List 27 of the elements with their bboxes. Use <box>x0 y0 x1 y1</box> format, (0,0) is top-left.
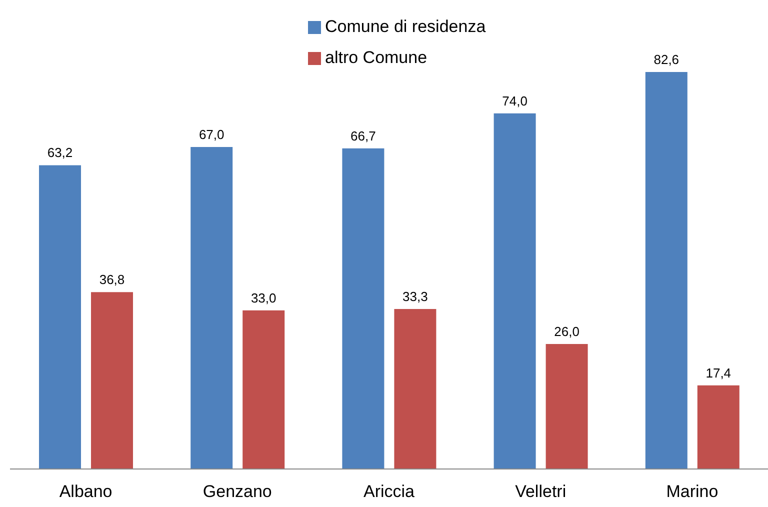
bar <box>494 113 536 469</box>
bar <box>39 165 81 469</box>
data-label: 33,3 <box>402 288 428 304</box>
data-label: 67,0 <box>198 126 224 142</box>
legend-label: altro Comune <box>325 48 428 67</box>
bar <box>645 72 688 469</box>
x-tick-label: Velletri <box>515 482 566 502</box>
bar <box>91 292 133 469</box>
data-label: 82,6 <box>654 52 680 67</box>
bar <box>242 310 285 469</box>
data-label: 33,0 <box>250 290 276 306</box>
x-tick-label: Marino <box>666 482 718 502</box>
data-label: 17,4 <box>706 365 732 380</box>
data-label: 66,7 <box>350 128 376 144</box>
data-label: 74,0 <box>502 93 528 108</box>
legend-label: Comune di residenza <box>325 17 486 36</box>
bar <box>546 344 588 469</box>
data-label: 36,8 <box>99 272 125 288</box>
data-label: 63,2 <box>47 145 73 160</box>
bar <box>697 385 740 469</box>
data-label: 26,0 <box>554 324 580 340</box>
x-tick-label: Genzano <box>202 482 272 502</box>
x-tick-label: Albano <box>59 482 112 502</box>
bar <box>394 308 436 469</box>
x-tick-label: Ariccia <box>363 482 416 502</box>
bar <box>342 148 384 469</box>
bar <box>190 146 233 469</box>
